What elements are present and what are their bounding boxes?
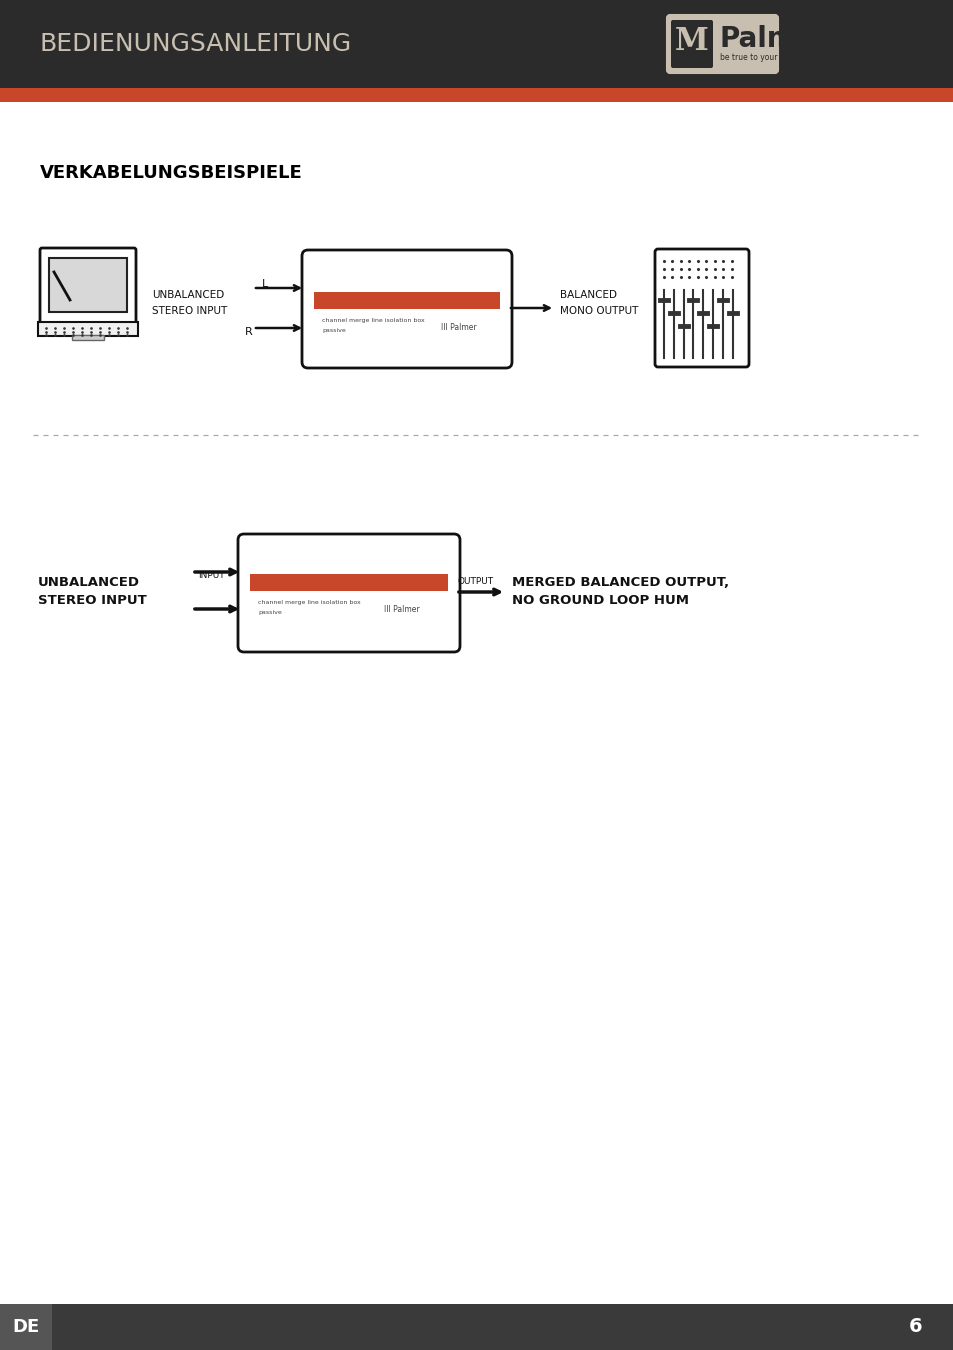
FancyBboxPatch shape — [670, 20, 712, 68]
Text: channel merge line isolation box: channel merge line isolation box — [257, 599, 360, 605]
Text: BALANCED: BALANCED — [559, 290, 617, 300]
Text: passive: passive — [257, 610, 281, 614]
Text: channel merge line isolation box: channel merge line isolation box — [322, 319, 424, 323]
Text: passive: passive — [322, 328, 345, 333]
Text: M: M — [675, 27, 708, 58]
Text: VERKABELUNGSBEISPIELE: VERKABELUNGSBEISPIELE — [40, 163, 302, 182]
Text: DE: DE — [12, 1318, 40, 1336]
Text: NO GROUND LOOP HUM: NO GROUND LOOP HUM — [512, 594, 688, 608]
FancyBboxPatch shape — [666, 15, 778, 73]
Bar — [0, 1304, 953, 1350]
Bar — [0, 0, 953, 88]
FancyBboxPatch shape — [237, 535, 459, 652]
Bar — [250, 574, 448, 591]
Text: MERGED BALANCED OUTPUT,: MERGED BALANCED OUTPUT, — [512, 575, 728, 589]
Text: be true to your sound: be true to your sound — [720, 53, 802, 62]
Bar — [71, 335, 104, 340]
Text: R: R — [245, 327, 253, 338]
Text: STEREO INPUT: STEREO INPUT — [152, 306, 227, 316]
Bar — [0, 1304, 52, 1350]
Bar — [0, 88, 953, 103]
Text: lll Palmer: lll Palmer — [384, 605, 419, 614]
FancyBboxPatch shape — [302, 250, 512, 369]
Text: STEREO INPUT: STEREO INPUT — [38, 594, 147, 608]
Bar — [38, 323, 138, 336]
Text: lll Palmer: lll Palmer — [440, 323, 476, 332]
Text: L: L — [262, 279, 268, 289]
FancyBboxPatch shape — [40, 248, 136, 324]
Text: Palmer: Palmer — [720, 26, 828, 53]
Text: INPUT: INPUT — [198, 571, 224, 579]
Text: UNBALANCED: UNBALANCED — [152, 290, 224, 300]
Text: UNBALANCED: UNBALANCED — [38, 575, 140, 589]
Bar — [49, 258, 127, 312]
Bar — [314, 292, 499, 309]
Text: MONO OUTPUT: MONO OUTPUT — [559, 306, 638, 316]
Text: 6: 6 — [908, 1318, 922, 1336]
Text: BEDIENUNGSANLEITUNG: BEDIENUNGSANLEITUNG — [40, 32, 352, 55]
Text: OUTPUT: OUTPUT — [457, 578, 494, 586]
FancyBboxPatch shape — [655, 248, 748, 367]
